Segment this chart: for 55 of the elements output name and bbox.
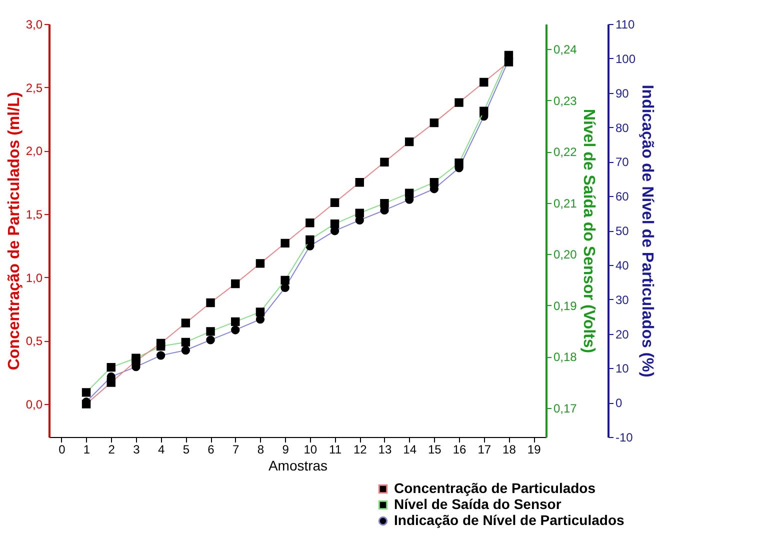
y3-tick-label: 100 xyxy=(616,52,636,66)
y3-tick-label: 80 xyxy=(616,120,630,135)
y-tick-label: 3,0 xyxy=(26,18,43,32)
y3-axis-title: Indicação de Nível de Particulados (%) xyxy=(638,84,656,378)
y-tick-label: 0,0 xyxy=(26,398,43,412)
x-tick-label: 17 xyxy=(478,442,492,456)
x-tick-label: 5 xyxy=(182,442,190,456)
y2-tick-label: 0,20 xyxy=(554,248,578,262)
y-tick-label: 2,0 xyxy=(26,144,43,158)
y2-tick-label: 0,22 xyxy=(554,145,578,160)
x-tick-label: 2 xyxy=(108,442,116,456)
y3-tick-label: 110 xyxy=(616,18,635,32)
y3-tick-label: 50 xyxy=(616,224,630,238)
y3-tick-label: 60 xyxy=(616,190,630,204)
y3-tick-label: 30 xyxy=(616,292,630,307)
x-tick-label: 1 xyxy=(83,442,90,456)
y-tick-label: 1,0 xyxy=(26,270,43,285)
y3-tick-label: 20 xyxy=(616,327,630,342)
y3-tick-label: 10 xyxy=(616,362,630,376)
x-tick-label: 14 xyxy=(403,442,417,456)
y2-tick-label: 0,21 xyxy=(554,196,578,210)
y2-tick-label: 0,17 xyxy=(554,401,578,416)
x-tick-label: 3 xyxy=(133,442,140,456)
legend-label: Concentração de Particulados xyxy=(394,480,596,496)
y3-tick-label: -10 xyxy=(616,430,634,444)
x-tick-label: 8 xyxy=(257,442,264,456)
y2-tick-label: 0,18 xyxy=(554,350,578,364)
x-tick-label: 6 xyxy=(208,442,215,456)
y3-tick-label: 90 xyxy=(616,86,630,100)
y3-tick-label: 70 xyxy=(616,155,630,170)
y2-tick-label: 0,24 xyxy=(554,42,578,57)
legend-label: Indicação de Nível de Particulados xyxy=(394,512,625,528)
y-tick-label: 2,5 xyxy=(26,80,43,95)
x-tick-label: 19 xyxy=(527,442,542,456)
y2-tick-label: 0,19 xyxy=(554,298,578,313)
x-tick-label: 15 xyxy=(428,442,442,456)
y-tick-label: 1,5 xyxy=(26,208,43,222)
x-tick-label: 10 xyxy=(304,442,318,456)
x-tick-label: 11 xyxy=(329,442,342,456)
x-tick-label: 12 xyxy=(353,442,368,456)
x-tick-label: 0 xyxy=(58,442,66,456)
x-axis-title: Amostras xyxy=(268,458,328,474)
x-tick-label: 4 xyxy=(158,442,165,456)
x-tick-label: 16 xyxy=(452,442,467,456)
y2-tick-label: 0,23 xyxy=(554,94,578,108)
x-tick-label: 7 xyxy=(232,442,240,456)
x-tick-label: 18 xyxy=(502,442,516,456)
y-tick-label: 0,5 xyxy=(26,334,43,348)
y-axis-title: Concentração de Particulados (ml/L) xyxy=(6,92,23,370)
x-tick-label: 9 xyxy=(282,442,290,456)
legend-label: Nível de Saída do Sensor xyxy=(394,496,562,512)
y3-tick-label: 0 xyxy=(616,396,622,410)
y2-axis-title: Nível de Saída do Sensor (Volts) xyxy=(580,108,597,354)
y3-tick-label: 40 xyxy=(616,258,630,272)
x-tick-label: 13 xyxy=(378,442,392,456)
